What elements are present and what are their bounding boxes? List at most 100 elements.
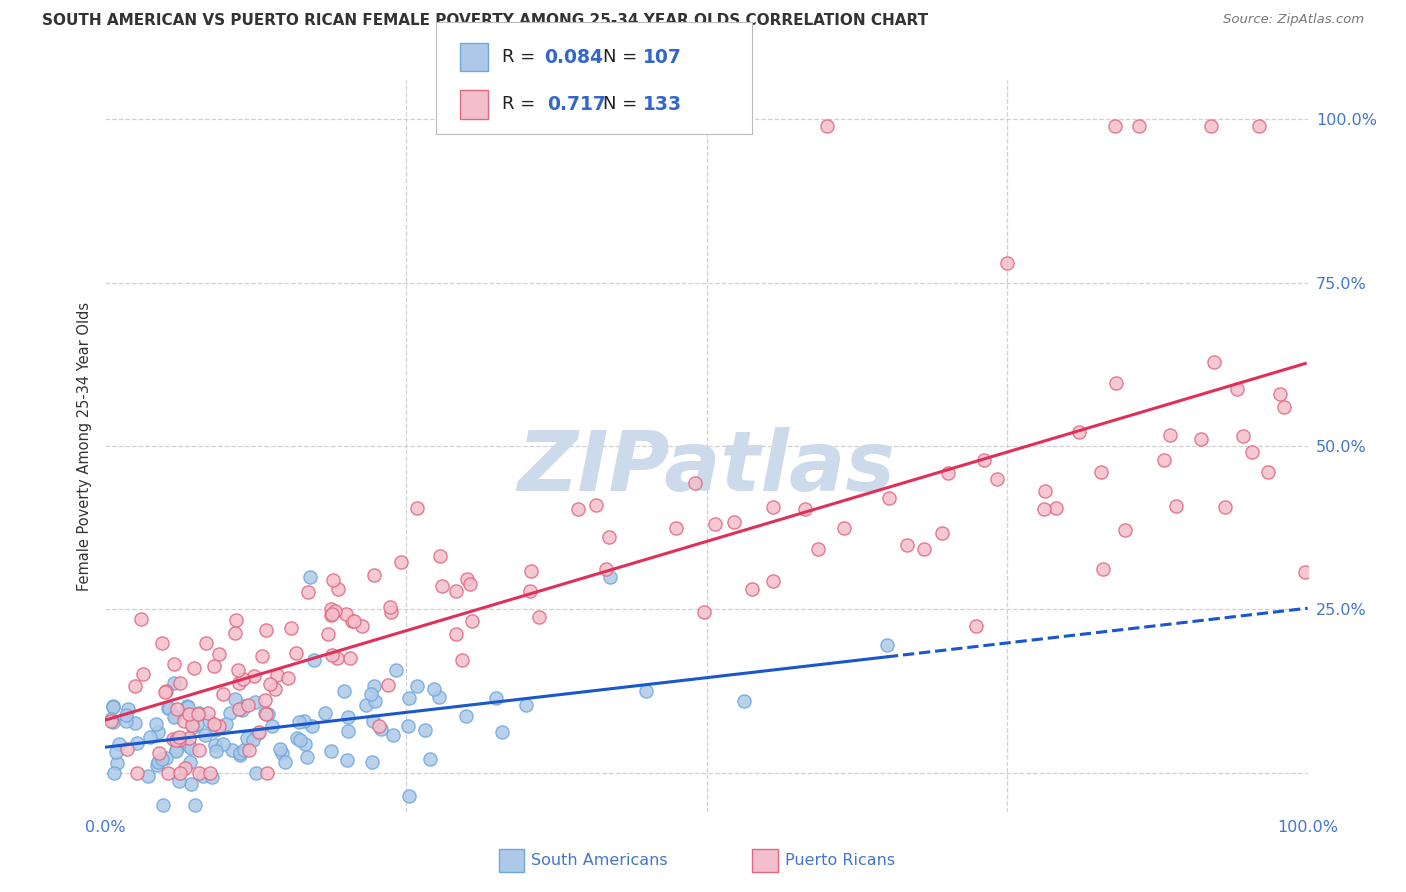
Point (1114, 523, 1136, 537)
Point (444, 584, 467, 599)
Point (145, 717, 167, 731)
Point (191, 769, 214, 783)
Text: R =: R = (502, 48, 541, 66)
Point (1226, 382, 1249, 396)
Point (419, 752, 441, 766)
Point (148, 746, 170, 760)
Point (314, 706, 336, 721)
Point (253, 706, 276, 721)
Point (834, 521, 856, 535)
Point (114, 708, 136, 723)
Point (815, 119, 838, 133)
Point (163, 708, 186, 723)
Point (377, 677, 399, 691)
Point (153, 685, 176, 699)
Point (396, 719, 419, 733)
Point (321, 648, 343, 662)
Point (380, 605, 402, 619)
Point (285, 731, 308, 746)
Point (156, 701, 179, 715)
Point (177, 700, 200, 714)
Point (301, 719, 323, 733)
Point (201, 770, 224, 784)
Point (685, 475, 707, 490)
Point (148, 754, 170, 768)
Point (188, 765, 211, 780)
Point (198, 714, 221, 728)
Point (100, 714, 122, 729)
Point (166, 702, 188, 716)
Point (461, 614, 484, 628)
Point (194, 636, 217, 650)
Text: 133: 133 (643, 95, 682, 114)
Point (183, 661, 205, 675)
Point (167, 773, 190, 788)
Point (370, 722, 392, 736)
Point (298, 569, 321, 583)
Point (389, 556, 412, 570)
Point (280, 621, 302, 635)
Point (124, 679, 146, 693)
Point (429, 549, 451, 564)
Point (361, 714, 384, 729)
Point (155, 751, 177, 765)
Point (762, 574, 785, 589)
Point (297, 584, 319, 599)
Point (381, 728, 404, 742)
Point (156, 765, 179, 780)
Point (180, 741, 202, 756)
Point (254, 707, 277, 722)
Point (1201, 119, 1223, 133)
Point (585, 498, 607, 512)
Point (101, 699, 124, 714)
Point (253, 693, 276, 707)
Point (187, 706, 209, 720)
Text: 107: 107 (643, 47, 682, 67)
Text: N =: N = (603, 95, 643, 113)
Point (136, 769, 159, 783)
Point (1215, 500, 1237, 515)
Point (194, 729, 217, 743)
Point (1045, 501, 1067, 516)
Point (385, 663, 408, 677)
Point (179, 739, 201, 753)
Point (165, 743, 187, 757)
Point (529, 610, 551, 624)
Point (204, 744, 226, 758)
Point (288, 732, 311, 747)
Point (1257, 465, 1279, 479)
Point (212, 737, 235, 751)
Point (328, 582, 350, 596)
Point (364, 694, 387, 708)
Point (167, 732, 190, 747)
Text: R =: R = (502, 95, 547, 113)
Point (146, 758, 169, 772)
Text: N =: N = (603, 48, 643, 66)
Point (321, 608, 343, 623)
Point (360, 756, 382, 770)
Point (1241, 444, 1264, 458)
Text: 0.717: 0.717 (547, 95, 606, 114)
Point (340, 615, 363, 629)
Point (360, 686, 382, 700)
Point (693, 605, 716, 619)
Point (117, 702, 139, 716)
Point (356, 698, 378, 713)
Point (322, 573, 344, 587)
Point (256, 707, 278, 722)
Point (342, 614, 364, 628)
Point (152, 798, 174, 813)
Point (446, 627, 468, 641)
Text: SOUTH AMERICAN VS PUERTO RICAN FEMALE POVERTY AMONG 25-34 YEAR OLDS CORRELATION : SOUTH AMERICAN VS PUERTO RICAN FEMALE PO… (42, 13, 928, 29)
Text: ZIPatlas: ZIPatlas (517, 427, 896, 508)
Point (367, 719, 389, 733)
Point (723, 516, 745, 530)
Point (380, 599, 402, 614)
Point (146, 755, 169, 769)
Point (876, 638, 898, 652)
Point (336, 723, 359, 738)
Point (181, 715, 204, 730)
Point (363, 679, 385, 693)
Point (491, 725, 513, 739)
Point (1294, 566, 1316, 580)
